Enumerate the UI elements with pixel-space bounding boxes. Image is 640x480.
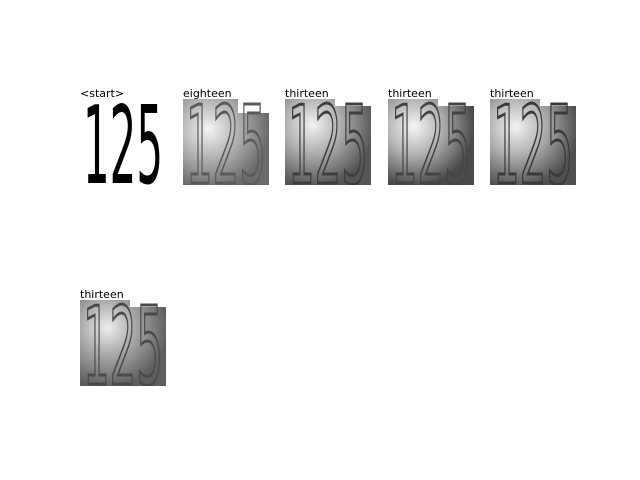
digit-image-noisy: 125 xyxy=(285,99,371,185)
digit-text: 125 xyxy=(288,99,368,185)
digit-text: 125 xyxy=(186,99,266,185)
digit-image-noisy: 125 xyxy=(183,99,269,185)
panel-caption: thirteen xyxy=(490,87,534,100)
digit-image-noisy: 125 xyxy=(80,300,166,386)
digit-text: 125 xyxy=(493,99,573,185)
digit-image-noisy: 125 xyxy=(490,99,576,185)
digit-text: 125 xyxy=(83,99,163,185)
digit-image-noisy: 125 xyxy=(388,99,474,185)
panel-caption: eighteen xyxy=(183,87,232,100)
panel-caption: thirteen xyxy=(80,288,124,301)
panel-caption: thirteen xyxy=(285,87,329,100)
panel-caption: thirteen xyxy=(388,87,432,100)
panel-caption: <start> xyxy=(80,87,125,100)
digit-text: 125 xyxy=(391,99,471,185)
digit-text: 125 xyxy=(83,300,163,386)
digit-image-start: 125 xyxy=(80,99,166,185)
